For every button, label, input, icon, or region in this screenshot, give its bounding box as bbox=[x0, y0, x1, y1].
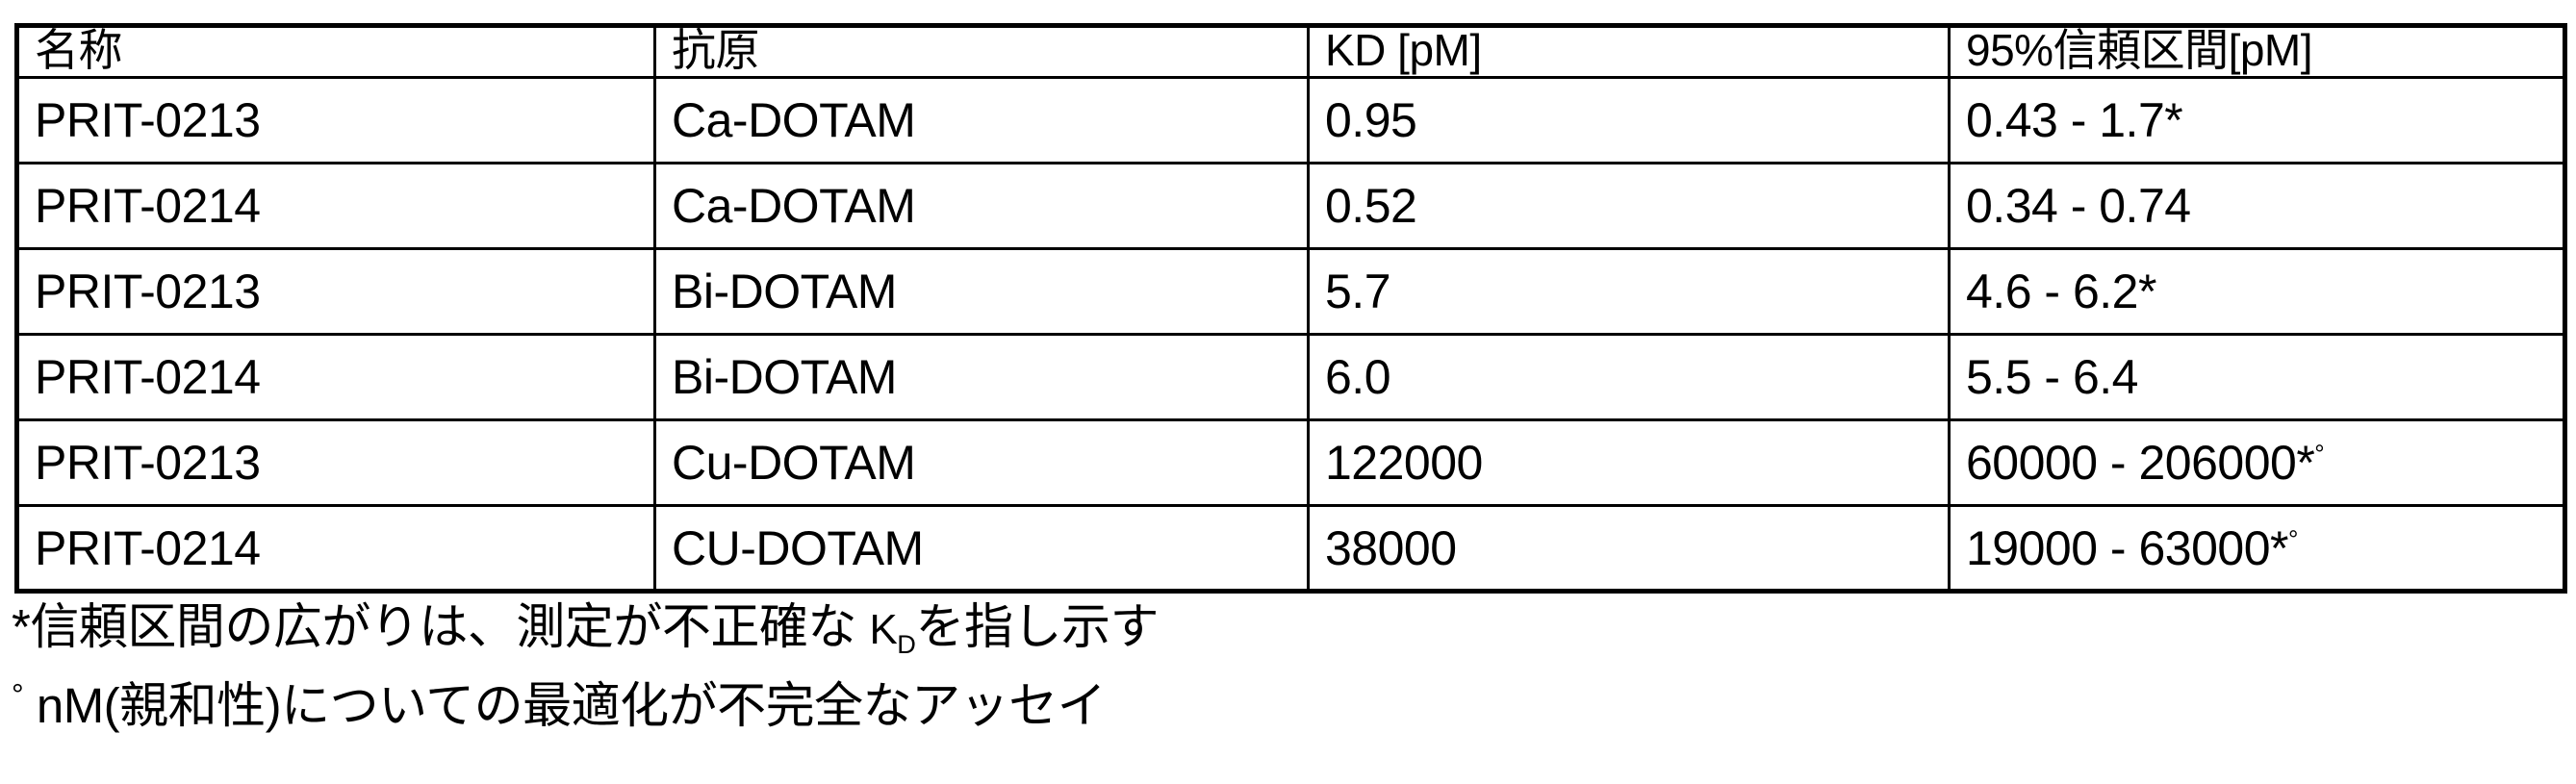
document-page: 名称 抗原 KD [pM] 95%信頼区間[pM] PRIT-0213 Ca-D… bbox=[0, 0, 2576, 784]
kd-term-base: K bbox=[870, 606, 898, 653]
cell-kd: 0.52 bbox=[1309, 164, 1950, 249]
cell-ci-value: 0.34 - 0.74 bbox=[1966, 179, 2191, 233]
table-body: PRIT-0213 Ca-DOTAM 0.95 0.43 - 1.7* PRIT… bbox=[17, 78, 2565, 592]
cell-ci: 5.5 - 6.4 bbox=[1950, 335, 2565, 420]
cell-ci: 19000 - 63000*° bbox=[1950, 506, 2565, 592]
footnote-degree-marker: ° bbox=[12, 677, 23, 712]
column-header-name: 名称 bbox=[17, 26, 655, 78]
cell-ci: 0.34 - 0.74 bbox=[1950, 164, 2565, 249]
cell-kd: 0.95 bbox=[1309, 78, 1950, 164]
table-row: PRIT-0214 Ca-DOTAM 0.52 0.34 - 0.74 bbox=[17, 164, 2565, 249]
cell-kd: 38000 bbox=[1309, 506, 1950, 592]
cell-name: PRIT-0214 bbox=[17, 164, 655, 249]
cell-name: PRIT-0214 bbox=[17, 506, 655, 592]
cell-antigen: Bi-DOTAM bbox=[655, 335, 1309, 420]
table-header-row: 名称 抗原 KD [pM] 95%信頼区間[pM] bbox=[17, 26, 2565, 78]
column-header-ci: 95%信頼区間[pM] bbox=[1950, 26, 2565, 78]
cell-ci-value: 5.5 - 6.4 bbox=[1966, 350, 2138, 404]
footnote-asterisk-text-after: を指し示す bbox=[915, 599, 1159, 654]
cell-ci-value: 4.6 - 6.2* bbox=[1966, 265, 2156, 318]
cell-name: PRIT-0213 bbox=[17, 78, 655, 164]
cell-ci-value: 19000 - 63000* bbox=[1966, 521, 2288, 575]
footnote-asterisk-text-before: 信頼区間の広がりは、測定が不正確な bbox=[30, 599, 869, 654]
table-row: PRIT-0213 Cu-DOTAM 122000 60000 - 206000… bbox=[17, 420, 2565, 506]
footnote-degree: ° nM(親和性)についての最適化が不完全なアッセイ bbox=[12, 681, 2552, 730]
table-row: PRIT-0214 Bi-DOTAM 6.0 5.5 - 6.4 bbox=[17, 335, 2565, 420]
kd-term-subscript: D bbox=[897, 629, 915, 659]
table-row: PRIT-0214 CU-DOTAM 38000 19000 - 63000*° bbox=[17, 506, 2565, 592]
footnote-asterisk-marker: * bbox=[12, 599, 30, 654]
cell-antigen: Ca-DOTAM bbox=[655, 164, 1309, 249]
cell-ci-superscript: ° bbox=[2288, 524, 2298, 553]
cell-kd: 6.0 bbox=[1309, 335, 1950, 420]
table-header: 名称 抗原 KD [pM] 95%信頼区間[pM] bbox=[17, 26, 2565, 78]
cell-antigen: Bi-DOTAM bbox=[655, 249, 1309, 335]
cell-kd: 5.7 bbox=[1309, 249, 1950, 335]
cell-name: PRIT-0214 bbox=[17, 335, 655, 420]
footnote-asterisk: *信頼区間の広がりは、測定が不正確な KDを指し示す bbox=[12, 602, 2552, 651]
column-header-antigen: 抗原 bbox=[655, 26, 1309, 78]
cell-antigen: Cu-DOTAM bbox=[655, 420, 1309, 506]
kd-affinity-table: 名称 抗原 KD [pM] 95%信頼区間[pM] PRIT-0213 Ca-D… bbox=[14, 23, 2567, 594]
cell-ci: 0.43 - 1.7* bbox=[1950, 78, 2565, 164]
cell-name: PRIT-0213 bbox=[17, 249, 655, 335]
kd-term: KD bbox=[870, 606, 916, 653]
cell-ci-value: 0.43 - 1.7* bbox=[1966, 93, 2182, 147]
table-row: PRIT-0213 Bi-DOTAM 5.7 4.6 - 6.2* bbox=[17, 249, 2565, 335]
cell-antigen: CU-DOTAM bbox=[655, 506, 1309, 592]
table-row: PRIT-0213 Ca-DOTAM 0.95 0.43 - 1.7* bbox=[17, 78, 2565, 164]
cell-name: PRIT-0213 bbox=[17, 420, 655, 506]
footnotes: *信頼区間の広がりは、測定が不正確な KDを指し示す ° nM(親和性)について… bbox=[12, 602, 2552, 730]
footnote-degree-text: nM(親和性)についての最適化が不完全なアッセイ bbox=[23, 678, 1106, 733]
cell-kd: 122000 bbox=[1309, 420, 1950, 506]
cell-ci-value: 60000 - 206000* bbox=[1966, 436, 2314, 490]
cell-ci: 60000 - 206000*° bbox=[1950, 420, 2565, 506]
cell-antigen: Ca-DOTAM bbox=[655, 78, 1309, 164]
column-header-kd: KD [pM] bbox=[1309, 26, 1950, 78]
cell-ci: 4.6 - 6.2* bbox=[1950, 249, 2565, 335]
cell-ci-superscript: ° bbox=[2314, 439, 2324, 468]
